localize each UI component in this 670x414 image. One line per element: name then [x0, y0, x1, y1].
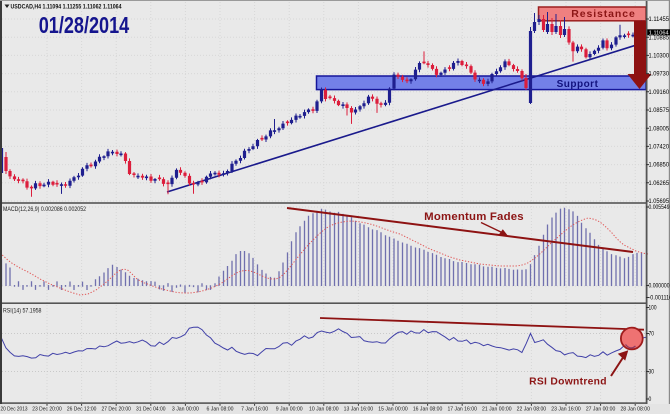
svg-text:27 Jan 00:00: 27 Jan 00:00 [586, 407, 616, 413]
svg-text:27 Dec 20:00: 27 Dec 20:00 [101, 407, 131, 413]
svg-text:16 Jan 08:00: 16 Jan 08:00 [413, 407, 443, 413]
svg-text:20 Dec 2013: 20 Dec 2013 [1, 407, 28, 413]
svg-text:1.08005: 1.08005 [649, 126, 670, 132]
svg-text:1.06850: 1.06850 [649, 163, 670, 169]
svg-text:RSI(14) 57.1958: RSI(14) 57.1958 [3, 308, 41, 315]
svg-text:1.11064: 1.11064 [649, 30, 669, 36]
svg-text:30: 30 [649, 370, 655, 376]
svg-text:28 Jan 08:00: 28 Jan 08:00 [620, 407, 650, 413]
svg-text:7 Jan 16:00: 7 Jan 16:00 [241, 407, 268, 413]
svg-text:3 Jan 00:00: 3 Jan 00:00 [172, 407, 199, 413]
svg-text:1.06265: 1.06265 [649, 181, 670, 187]
svg-text:9 Jan 00:00: 9 Jan 00:00 [276, 407, 303, 413]
svg-text:1.09160: 1.09160 [649, 90, 670, 96]
svg-text:-0.001116: -0.001116 [649, 296, 670, 302]
svg-text:0.005549: 0.005549 [649, 205, 670, 211]
svg-text:23 Dec 20:00: 23 Dec 20:00 [32, 407, 62, 413]
svg-text:31 Dec 04:00: 31 Dec 04:00 [136, 407, 166, 413]
svg-text:10 Jan 08:00: 10 Jan 08:00 [309, 407, 339, 413]
svg-text:USDCAD,H4 1.11094 1.11255 1.1: USDCAD,H4 1.11094 1.11255 1.11062 1.1106… [11, 4, 123, 11]
svg-text:6 Jan 08:00: 6 Jan 08:00 [207, 407, 234, 413]
svg-text:RSI Downtrend: RSI Downtrend [529, 377, 607, 388]
svg-text:1.05695: 1.05695 [649, 199, 670, 205]
svg-text:0.000000: 0.000000 [649, 284, 670, 290]
svg-text:23 Jan 16:00: 23 Jan 16:00 [551, 407, 581, 413]
svg-text:Support: Support [557, 79, 599, 90]
svg-text:0: 0 [649, 397, 652, 403]
svg-text:22 Jan 08:00: 22 Jan 08:00 [517, 407, 547, 413]
svg-text:1.09730: 1.09730 [649, 72, 670, 78]
svg-text:17 Jan 16:00: 17 Jan 16:00 [447, 407, 477, 413]
svg-text:01/28/2014: 01/28/2014 [39, 13, 130, 39]
svg-text:70: 70 [649, 332, 655, 338]
svg-text:MACD(12,26,9) 0.002086 0.00205: MACD(12,26,9) 0.002086 0.002052 [3, 207, 86, 214]
svg-text:26 Dec 12:00: 26 Dec 12:00 [67, 407, 97, 413]
svg-text:1.10300: 1.10300 [649, 54, 670, 60]
svg-text:13 Jan 16:00: 13 Jan 16:00 [344, 407, 374, 413]
svg-text:Momentum Fades: Momentum Fades [424, 211, 524, 223]
svg-text:21 Jan 00:00: 21 Jan 00:00 [482, 407, 512, 413]
svg-text:Resistance: Resistance [571, 8, 635, 20]
svg-text:1.08575: 1.08575 [649, 108, 670, 114]
svg-text:100: 100 [649, 306, 658, 312]
svg-text:15 Jan 00:00: 15 Jan 00:00 [378, 407, 408, 413]
svg-text:1.10885: 1.10885 [649, 35, 670, 41]
svg-text:1.11455: 1.11455 [649, 17, 670, 23]
svg-text:1.07420: 1.07420 [649, 145, 670, 151]
